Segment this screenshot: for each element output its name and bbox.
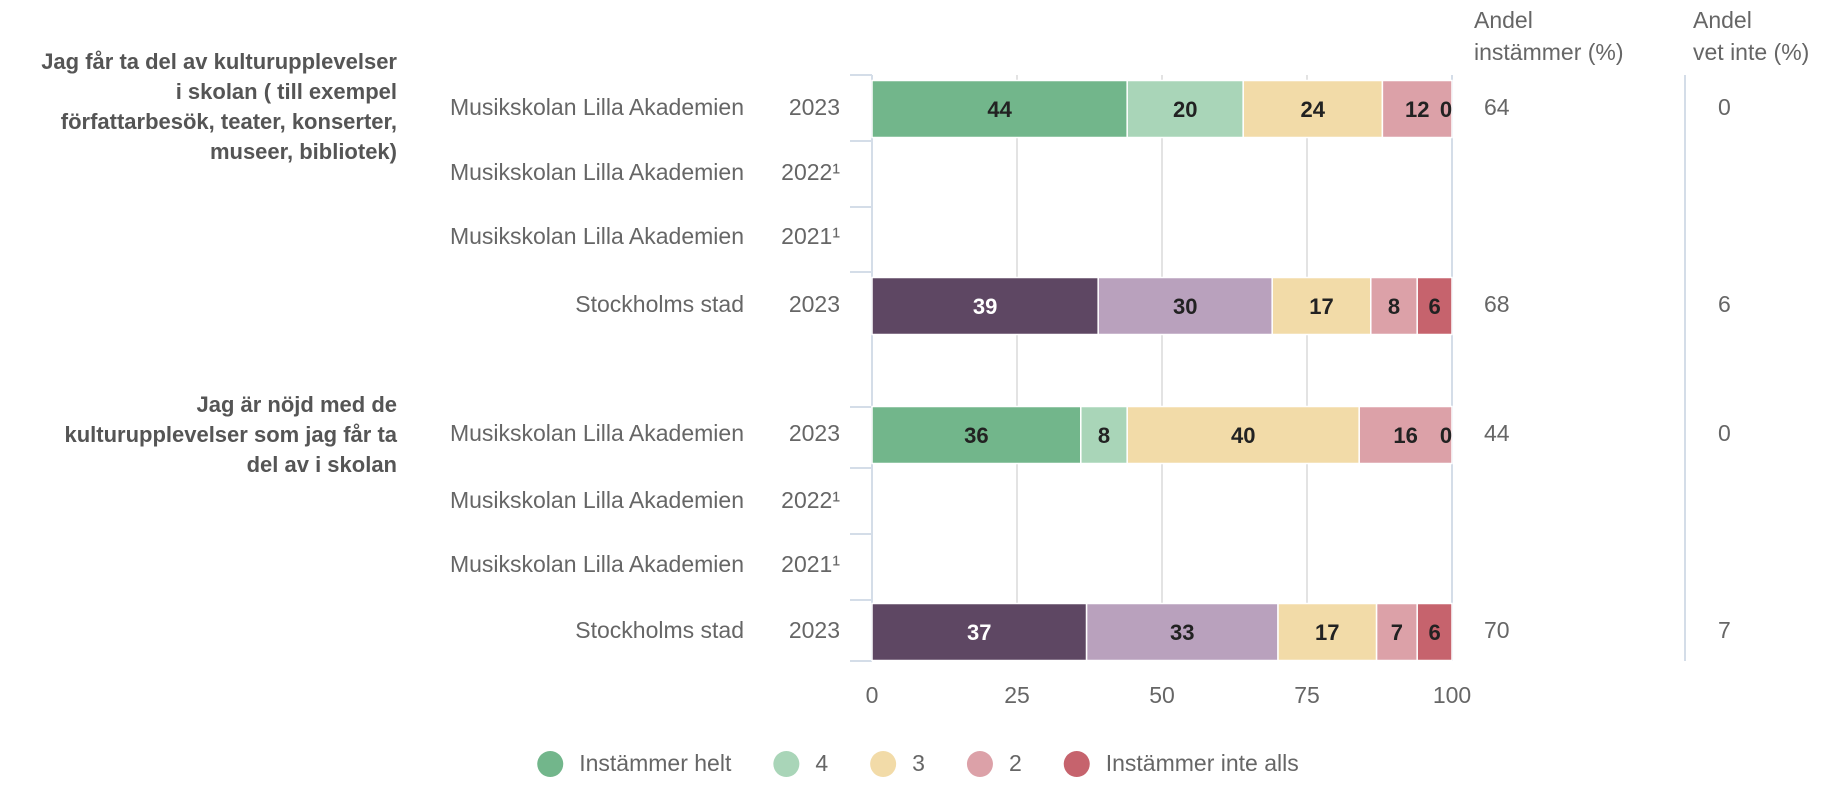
- bar-value-label: 17: [1315, 620, 1339, 645]
- bar-segment: [1271, 276, 1372, 336]
- bar-segment: [1416, 276, 1453, 336]
- bar-value-label: 7: [1391, 620, 1403, 645]
- bar-segment: [1126, 405, 1360, 465]
- bar-value-label: 12: [1405, 97, 1429, 122]
- year-label: 2023: [789, 617, 840, 643]
- legend-marker: [1063, 751, 1090, 777]
- category-label: Musikskolan Lilla Akademien: [450, 94, 744, 120]
- x-tick-label: 0: [866, 682, 879, 708]
- column-value: 64: [1484, 94, 1510, 120]
- legend-label: Instämmer inte alls: [1106, 750, 1299, 776]
- legend-marker: [966, 751, 993, 777]
- year-label: 2022¹: [781, 159, 840, 185]
- bar-segment: [871, 79, 1128, 139]
- bar-value-label: 39: [973, 294, 997, 319]
- bar-segment: [871, 602, 1088, 662]
- bar-value-label: 6: [1428, 294, 1440, 319]
- column-header: instämmer (%): [1474, 39, 1624, 65]
- group-label: i skolan ( till exempel: [176, 79, 397, 104]
- column-header: vet inte (%): [1693, 39, 1809, 65]
- column-value: 70: [1484, 617, 1510, 643]
- group-label: Jag är nöjd med de: [197, 392, 398, 417]
- bar-value-label: 8: [1388, 294, 1400, 319]
- year-label: 2021¹: [781, 551, 840, 577]
- category-label: Musikskolan Lilla Akademien: [450, 223, 744, 249]
- category-label: Stockholms stad: [575, 617, 744, 643]
- column-value: 7: [1718, 617, 1731, 643]
- bar-value-label: 20: [1173, 97, 1197, 122]
- bar-value-label: 30: [1173, 294, 1197, 319]
- bar-value-label: 8: [1098, 423, 1110, 448]
- bar-segment: [1358, 405, 1453, 465]
- group-label: kulturupplevelser som jag får ta: [64, 422, 397, 447]
- category-label: Musikskolan Lilla Akademien: [450, 420, 744, 446]
- bar-value-label: 44: [987, 97, 1012, 122]
- bar-value-label: 36: [964, 423, 988, 448]
- legend-label: 2: [1009, 750, 1022, 776]
- bar-value-label: 33: [1170, 620, 1194, 645]
- column-header: Andel: [1474, 7, 1533, 33]
- group-label: museer, bibliotek): [210, 139, 397, 164]
- column-value: 0: [1718, 94, 1731, 120]
- bar-value-label: 24: [1301, 97, 1326, 122]
- legend-label: Instämmer helt: [579, 750, 732, 776]
- bar-value-label: 0: [1440, 97, 1452, 122]
- legend-label: 4: [815, 750, 828, 776]
- column-header: Andel: [1693, 7, 1752, 33]
- year-label: 2023: [789, 94, 840, 120]
- year-label: 2023: [789, 291, 840, 317]
- column-value: 0: [1718, 420, 1731, 446]
- bar-segment: [1085, 602, 1279, 662]
- bar-segment: [1416, 602, 1453, 662]
- bar-segment: [1080, 405, 1128, 465]
- column-value: 6: [1718, 291, 1731, 317]
- x-tick-label: 50: [1149, 682, 1175, 708]
- bar-segment: [1242, 79, 1384, 139]
- bar-value-label: 0: [1440, 423, 1452, 448]
- bar-value-label: 16: [1393, 423, 1417, 448]
- x-tick-label: 75: [1294, 682, 1320, 708]
- bar-segment: [871, 276, 1099, 336]
- bar-segment: [1097, 276, 1273, 336]
- category-label: Musikskolan Lilla Akademien: [450, 159, 744, 185]
- legend-marker: [773, 751, 800, 777]
- bar-segment: [871, 405, 1082, 465]
- bar-value-label: 40: [1231, 423, 1255, 448]
- legend-marker: [870, 751, 897, 777]
- legend-marker: [537, 751, 564, 777]
- group-label: författarbesök, teater, konserter,: [61, 109, 397, 134]
- column-value: 44: [1484, 420, 1510, 446]
- x-tick-label: 25: [1004, 682, 1030, 708]
- bar-segment: [1375, 602, 1418, 662]
- year-label: 2022¹: [781, 487, 840, 513]
- bar-value-label: 6: [1428, 620, 1440, 645]
- bar-segment: [1381, 79, 1453, 139]
- column-value: 68: [1484, 291, 1510, 317]
- legend-label: 3: [912, 750, 925, 776]
- year-label: 2023: [789, 420, 840, 446]
- bar-value-label: 37: [967, 620, 991, 645]
- category-label: Musikskolan Lilla Akademien: [450, 551, 744, 577]
- bar-value-label: 17: [1309, 294, 1333, 319]
- category-label: Stockholms stad: [575, 291, 744, 317]
- bar-segment: [1370, 276, 1418, 336]
- year-label: 2021¹: [781, 223, 840, 249]
- group-label: Jag får ta del av kulturupplevelser: [41, 49, 397, 74]
- group-label: del av i skolan: [247, 452, 397, 477]
- x-tick-label: 100: [1433, 682, 1471, 708]
- category-label: Musikskolan Lilla Akademien: [450, 487, 744, 513]
